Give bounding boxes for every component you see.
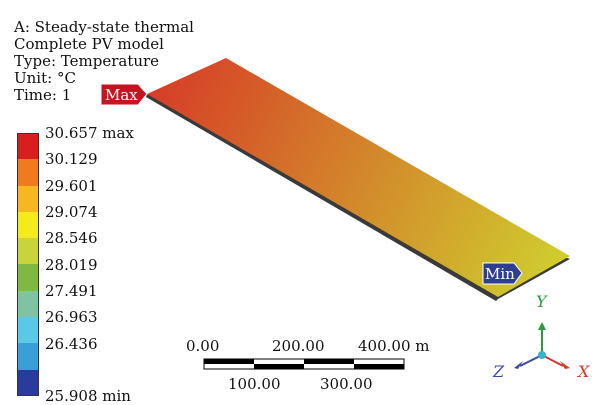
legend-label: 30.129 <box>45 150 98 169</box>
legend-label: 30.657 max <box>45 124 134 143</box>
legend-entry: 30.129 <box>17 150 134 186</box>
legend-swatch <box>17 317 39 344</box>
legend-label: 27.491 <box>45 281 98 300</box>
scale-bar-segment <box>304 359 354 364</box>
max-marker-label: Max <box>105 86 138 104</box>
scale-label-0: 0.00 <box>186 337 219 355</box>
axis-triad[interactable]: Y Z X <box>492 292 590 381</box>
scale-label-100: 100.00 <box>228 375 281 393</box>
legend-label: 29.074 <box>45 203 98 222</box>
scale-bar: 0.00 200.00 400.00 m 100.00 300.00 <box>186 337 429 393</box>
legend-entry: 26.436 <box>17 335 134 370</box>
pv-panel-surface[interactable] <box>147 58 570 297</box>
legend-entry: 29.601 <box>17 177 134 212</box>
legend-swatch <box>17 238 39 265</box>
legend-label: 28.019 <box>45 255 98 274</box>
analysis-title: A: Steady-state thermal <box>14 18 194 36</box>
legend-swatch <box>17 133 39 160</box>
max-marker: Max <box>100 83 148 106</box>
min-marker: Min <box>482 262 523 285</box>
legend-swatch <box>17 369 39 396</box>
legend-entry: 30.657 max <box>17 124 134 160</box>
model-name: Complete PV model <box>14 35 164 53</box>
scale-label-200: 200.00 <box>272 337 325 355</box>
legend-swatch <box>17 159 39 186</box>
legend-swatch <box>17 264 39 291</box>
scale-label-400: 400.00 m <box>358 337 429 355</box>
result-type: Type: Temperature <box>14 52 160 70</box>
min-marker-label: Min <box>485 265 515 283</box>
y-axis-label: Y <box>536 292 548 311</box>
temperature-legend: 30.657 max 30.129 29.601 29.074 28.546 2… <box>17 124 134 405</box>
legend-label: 28.546 <box>45 229 98 248</box>
legend-label: 26.963 <box>45 308 98 327</box>
legend-entry: 28.546 <box>17 229 134 265</box>
x-axis-label: X <box>576 362 590 381</box>
legend-swatch <box>17 290 39 318</box>
legend-label: 26.436 <box>45 334 98 353</box>
legend-label: 29.601 <box>45 176 98 195</box>
result-unit: Unit: °C <box>14 69 76 87</box>
scale-bar-segment <box>354 364 404 369</box>
result-time: Time: 1 <box>14 86 72 104</box>
legend-swatch <box>17 185 39 212</box>
scale-bar-segment <box>254 364 304 369</box>
legend-swatch <box>17 343 39 370</box>
legend-entry: 28.019 <box>17 256 134 291</box>
legend-entry: 27.491 <box>17 282 134 318</box>
legend-entry: 29.074 <box>17 203 134 239</box>
analysis-header: A: Steady-state thermal Complete PV mode… <box>14 19 194 104</box>
legend-swatch <box>17 211 39 239</box>
scale-bar-segment <box>204 359 254 364</box>
legend-entry: 26.963 <box>17 308 134 344</box>
scale-label-300: 300.00 <box>320 375 373 393</box>
z-axis-label: Z <box>492 362 505 381</box>
